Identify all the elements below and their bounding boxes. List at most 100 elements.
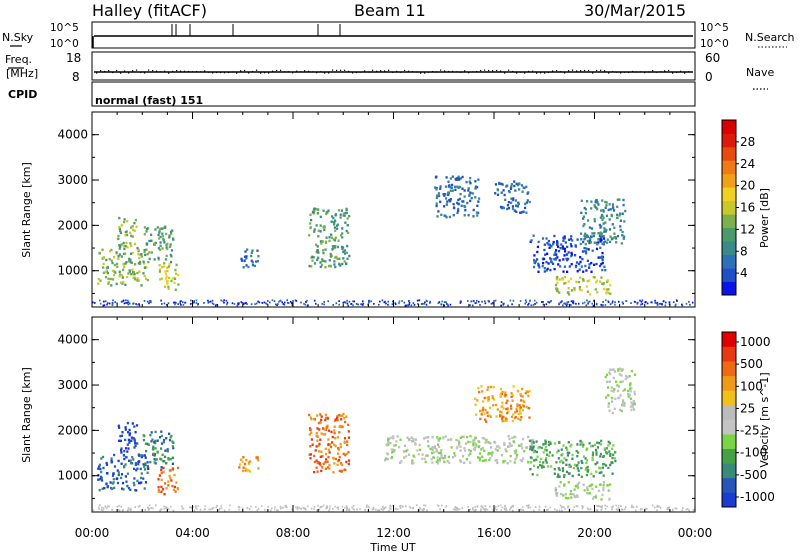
echo-cell: [509, 404, 513, 407]
echo-cell: [558, 485, 561, 488]
echo-cell: [161, 488, 165, 491]
echo-cell: [557, 473, 560, 476]
ground-scatter-cell: [476, 299, 478, 302]
echo-cell: [510, 407, 513, 410]
echo-cell: [592, 475, 595, 478]
echo-cell: [563, 475, 566, 478]
echo-cell: [120, 243, 123, 246]
echo-cell: [576, 270, 579, 273]
echo-cell: [564, 241, 567, 244]
velocity-panel-bg: [92, 317, 695, 512]
nave-point: [104, 70, 106, 73]
nave-point: [468, 72, 470, 74]
ground-scatter-cell: [546, 509, 548, 511]
echo-cell: [535, 450, 538, 454]
x-tick-label: 12:00: [376, 526, 411, 540]
ground-scatter-cell: [495, 508, 498, 511]
echo-cell: [576, 238, 579, 241]
ground-scatter-cell: [587, 301, 590, 304]
echo-cell: [315, 445, 318, 448]
echo-cell: [344, 468, 347, 472]
echo-cell: [117, 257, 120, 260]
ground-scatter-cell: [122, 300, 125, 302]
echo-cell: [348, 254, 351, 258]
echo-cell: [593, 204, 596, 207]
ground-scatter-cell: [688, 509, 690, 512]
echo-cell: [596, 446, 600, 449]
echo-cell: [538, 445, 541, 449]
echo-cell: [519, 393, 522, 396]
echo-cell: [238, 466, 241, 469]
echo-cell: [586, 259, 589, 262]
ground-scatter-cell: [382, 509, 384, 511]
echo-cell: [478, 458, 481, 462]
echo-cell: [584, 457, 587, 460]
echo-cell: [174, 288, 177, 291]
echo-cell: [345, 251, 348, 254]
echo-cell: [548, 243, 552, 247]
echo-cell: [168, 439, 172, 442]
echo-cell: [319, 230, 322, 233]
echo-cell: [568, 472, 571, 475]
echo-cell: [97, 277, 100, 281]
echo-cell: [322, 462, 325, 466]
ground-scatter-cell: [558, 302, 560, 305]
echo-cell: [329, 445, 333, 449]
echo-cell: [124, 475, 127, 478]
ground-scatter-cell: [545, 303, 548, 306]
echo-cell: [511, 419, 514, 423]
nsky-tick-bottom: 10^0: [50, 38, 79, 50]
echo-cell: [450, 438, 453, 441]
echo-cell: [444, 456, 447, 459]
echo-cell: [328, 259, 331, 262]
echo-cell: [573, 488, 576, 491]
ground-scatter-cell: [238, 302, 240, 304]
echo-cell: [125, 455, 128, 459]
echo-cell: [467, 440, 470, 444]
ground-scatter-cell: [127, 299, 129, 302]
echo-cell: [495, 445, 498, 448]
ground-scatter-cell: [344, 506, 346, 509]
nave-point: [252, 71, 254, 73]
echo-cell: [256, 456, 259, 460]
echo-cell: [121, 431, 124, 434]
echo-cell: [619, 394, 622, 397]
echo-cell: [520, 444, 523, 447]
echo-cell: [164, 272, 167, 276]
ground-scatter-cell: [617, 504, 620, 507]
ground-scatter-cell: [401, 300, 403, 302]
ground-scatter-cell: [366, 504, 368, 507]
echo-cell: [510, 183, 513, 186]
ground-scatter-cell: [161, 303, 163, 305]
ground-scatter-cell: [528, 302, 530, 305]
ground-scatter-cell: [216, 505, 218, 507]
echo-cell: [339, 264, 342, 267]
echo-cell: [554, 492, 558, 495]
echo-cell: [457, 439, 460, 442]
ground-scatter-cell: [257, 300, 259, 303]
echo-cell: [332, 238, 335, 241]
nave-point: [440, 69, 442, 71]
echo-cell: [312, 209, 315, 212]
nave-point: [356, 71, 358, 74]
ground-scatter-cell: [150, 301, 152, 304]
ground-scatter-cell: [538, 505, 541, 508]
nave-point: [160, 71, 162, 73]
ground-scatter-cell: [564, 508, 566, 510]
echo-cell: [171, 229, 174, 232]
ground-scatter-cell: [313, 505, 316, 508]
echo-cell: [510, 444, 513, 447]
echo-cell: [250, 251, 253, 254]
echo-cell: [336, 436, 339, 439]
echo-cell: [319, 224, 322, 227]
echo-cell: [584, 468, 587, 471]
ground-scatter-cell: [388, 506, 391, 509]
ground-scatter-cell: [481, 505, 484, 508]
echo-cell: [469, 440, 472, 444]
echo-cell: [458, 443, 461, 446]
ground-scatter-cell: [561, 505, 563, 508]
echo-cell: [118, 227, 121, 231]
echo-cell: [134, 463, 137, 466]
echo-cell: [150, 233, 153, 236]
echo-cell: [584, 232, 587, 235]
